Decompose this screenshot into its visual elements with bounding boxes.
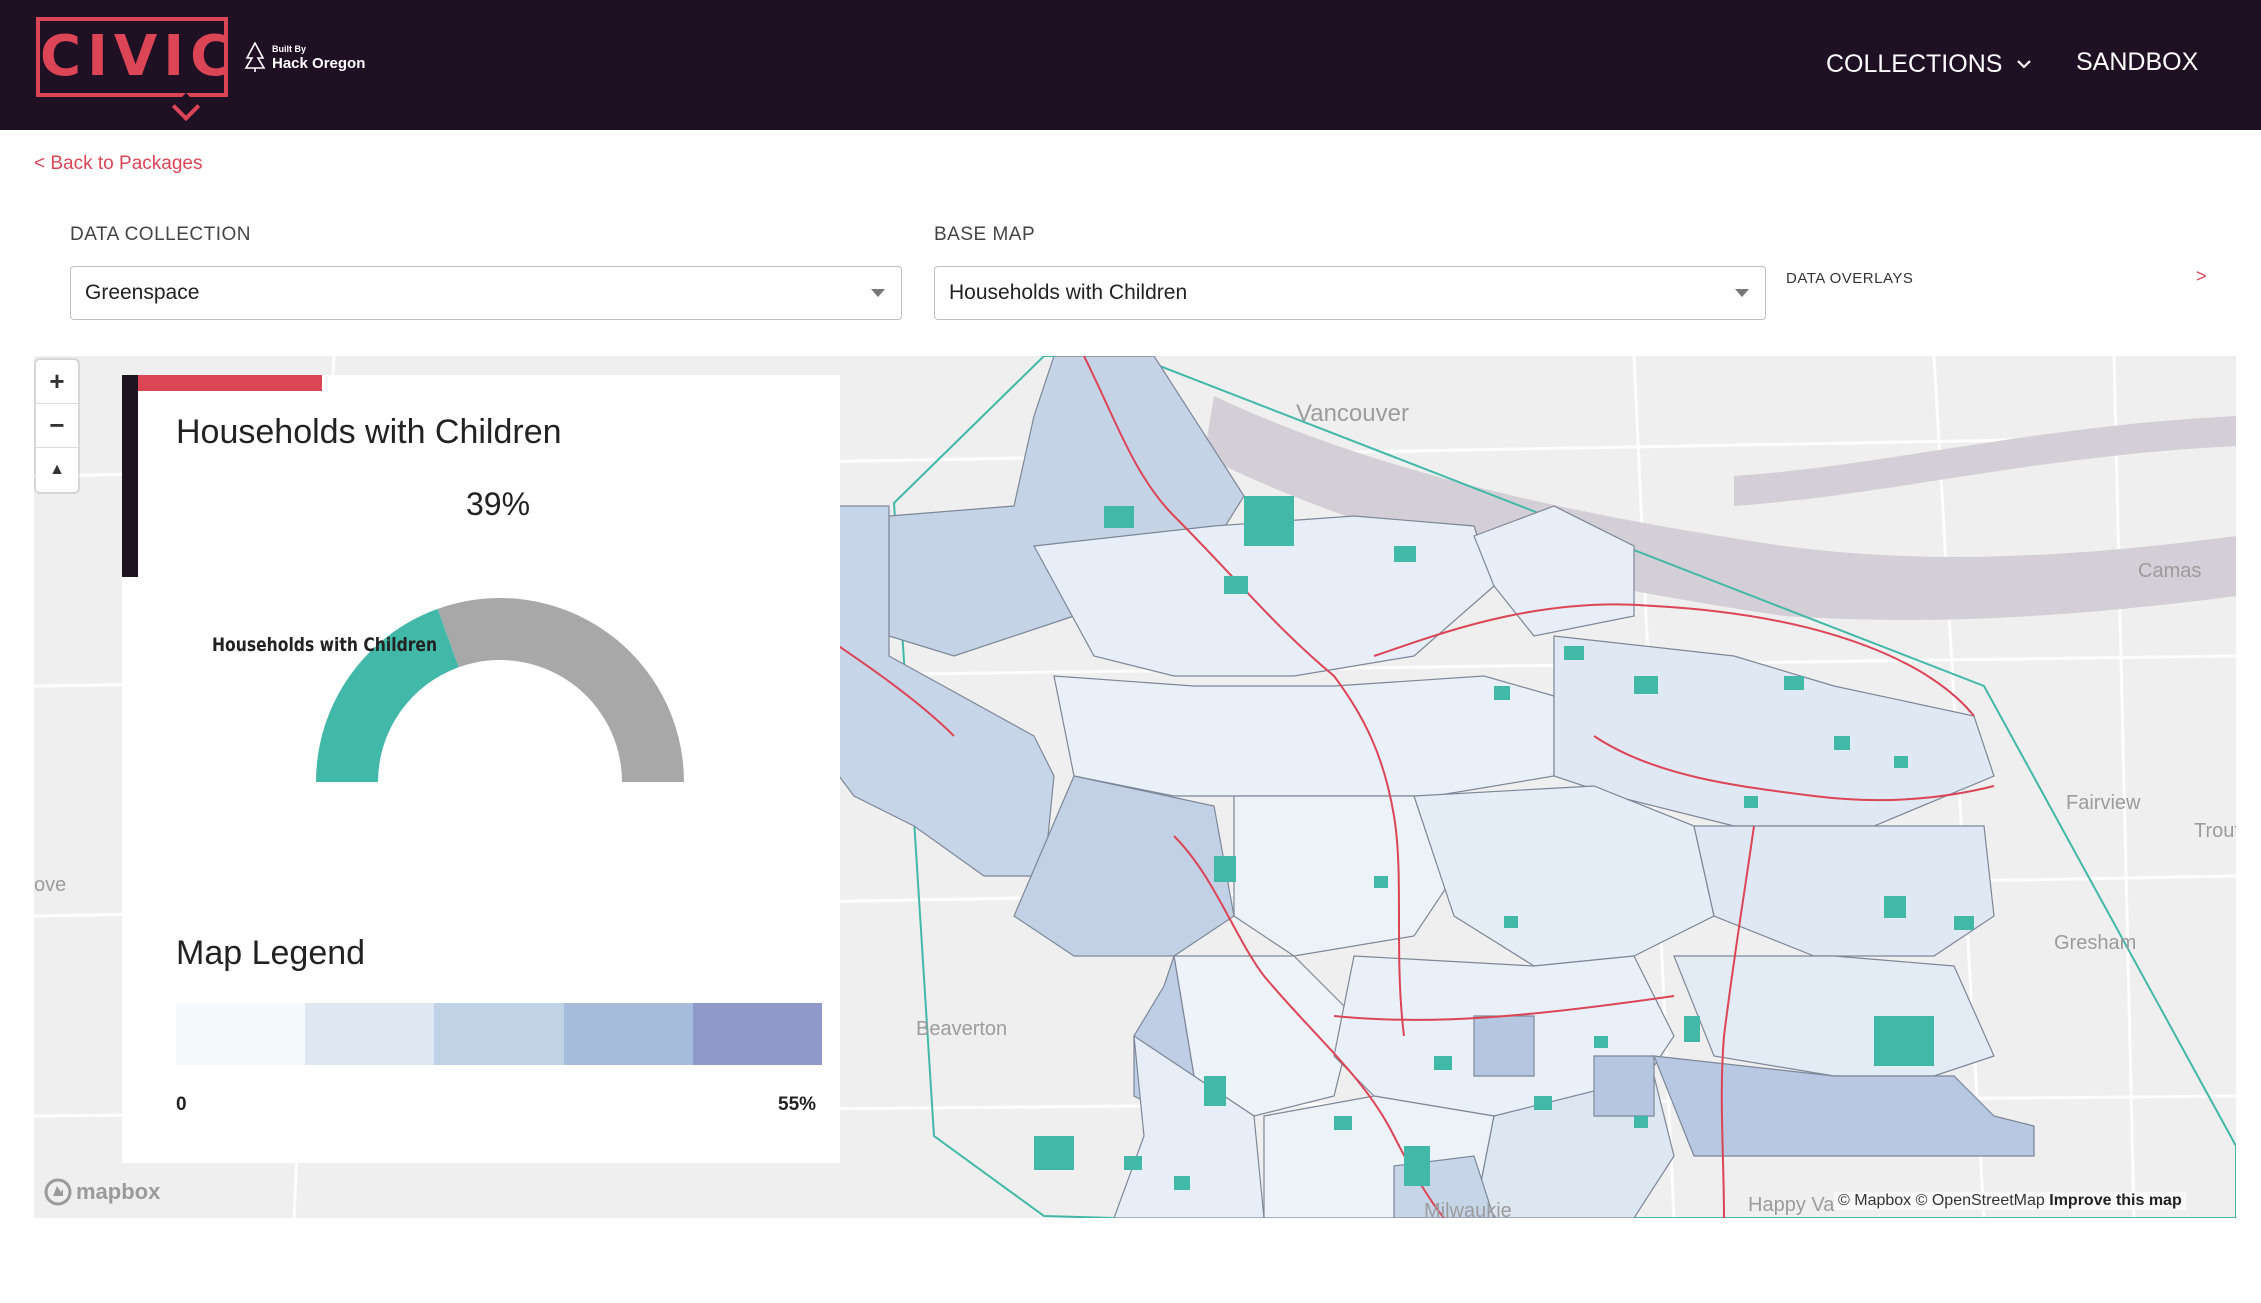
back-to-packages-link[interactable]: < Back to Packages [34, 153, 203, 174]
base-map-label: BASE MAP [934, 224, 1036, 245]
data-overlays-label[interactable]: DATA OVERLAYS [1786, 270, 1914, 287]
map-place-label: Camas [2138, 560, 2202, 582]
data-collection-label: DATA COLLECTION [70, 224, 251, 245]
base-map-value: Households with Children [949, 281, 1188, 304]
legend-max-label: 55% [778, 1094, 817, 1115]
gauge-rest-arc [437, 598, 684, 782]
improve-map-link[interactable]: Improve this map [2049, 1192, 2182, 1209]
panel-accent-side [122, 375, 138, 577]
zoom-out-button[interactable]: − [36, 404, 78, 448]
map-place-label: Beaverton [916, 1018, 1008, 1040]
zoom-in-button[interactable]: + [36, 360, 78, 404]
nav-sandbox[interactable]: SANDBOX [2076, 48, 2199, 76]
map-place-label: ove [34, 874, 67, 896]
legend-min-label: 0 [176, 1094, 187, 1115]
tree-icon [244, 42, 266, 72]
data-collection-select[interactable]: Greenspace [70, 266, 902, 320]
base-map-select[interactable]: Households with Children [934, 266, 1766, 320]
chevron-down-icon [2017, 60, 2032, 69]
map-attribution: © Mapbox © OpenStreetMap Improve this ma… [1834, 1192, 2186, 1210]
civic-logo-text: CIVIC [40, 24, 238, 89]
map-zoom-controls: + − ▲ [36, 360, 78, 492]
legend-title: Map Legend [176, 934, 366, 972]
legend-swatch [176, 1003, 306, 1065]
data-collection-value: Greenspace [85, 281, 200, 304]
civic-logo[interactable]: CIVIC [36, 17, 238, 122]
legend-swatch [563, 1003, 693, 1065]
attribution-osm-link[interactable]: © OpenStreetMap [1915, 1192, 2045, 1209]
legend-swatch [692, 1003, 823, 1065]
caret-down-icon [1735, 289, 1749, 297]
panel-value: 39% [466, 486, 531, 522]
caret-down-icon [871, 289, 885, 297]
gauge-chart [316, 598, 684, 782]
nav-collections-label: COLLECTIONS [1826, 49, 2003, 78]
map-place-label: Milwaukie [1424, 1200, 1512, 1218]
gauge-fill-arc [316, 608, 459, 782]
map-place-label: Fairview [2066, 792, 2141, 814]
mapbox-logo[interactable]: mapbox [44, 1178, 160, 1206]
legend-swatch [434, 1003, 564, 1065]
data-overlays-expand-arrow[interactable]: > [2196, 266, 2207, 286]
top-navbar: CIVIC Built By Hack Oregon COLLECTIONS S… [0, 0, 2261, 130]
map-place-label: Gresham [2054, 932, 2137, 954]
mapbox-icon [44, 1178, 72, 1206]
mapbox-logo-text: mapbox [76, 1179, 161, 1204]
panel-title: Households with Children [176, 413, 562, 451]
legend-swatch [305, 1003, 435, 1065]
map-place-label: Vancouver [1296, 400, 1409, 427]
gauge-label: Households with Children [212, 634, 438, 656]
legend-color-scale [176, 1003, 823, 1065]
nav-collections[interactable]: COLLECTIONS [1826, 48, 2032, 80]
compass-icon[interactable]: ▲ [49, 461, 65, 478]
logo-speech-tail [171, 92, 201, 122]
panel-accent-bar [122, 375, 322, 391]
map-place-label: Trout [2194, 820, 2236, 842]
attribution-mapbox-link[interactable]: © Mapbox [1838, 1192, 1912, 1209]
built-by-text: Built By [272, 44, 307, 54]
map-place-label: Happy Va [1748, 1194, 1835, 1216]
built-by-hack-oregon[interactable]: Built By Hack Oregon [244, 42, 374, 76]
hack-oregon-text: Hack Oregon [272, 55, 366, 72]
